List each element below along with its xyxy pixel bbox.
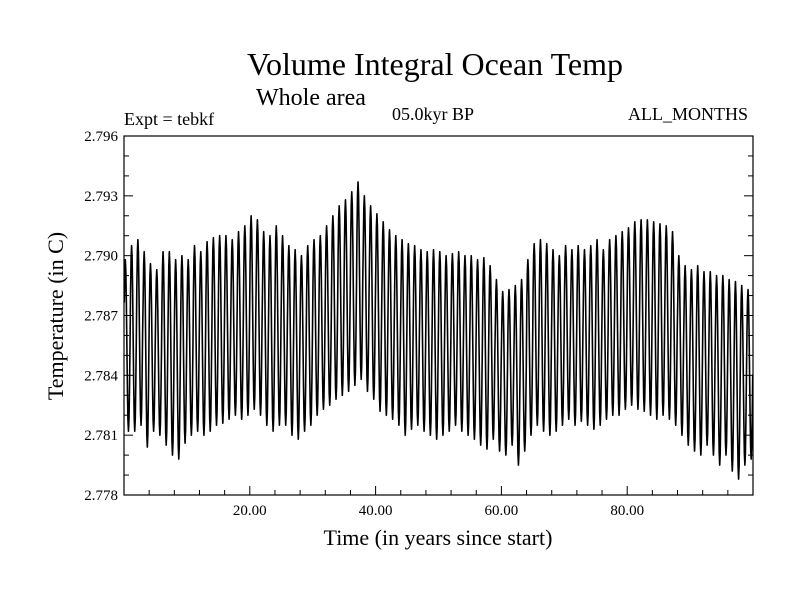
months-label: ALL_MONTHS xyxy=(628,104,748,124)
y-tick-label: 2.787 xyxy=(84,309,118,325)
y-tick-label: 2.778 xyxy=(84,488,118,504)
x-tick-label: 20.00 xyxy=(233,503,267,519)
series-line xyxy=(123,181,754,480)
experiment-label: Expt = tebkf xyxy=(124,109,215,129)
x-tick-label: 60.00 xyxy=(485,503,519,519)
y-tick-label: 2.790 xyxy=(84,249,118,265)
series-layer xyxy=(123,181,754,480)
y-tick-label: 2.793 xyxy=(84,189,118,205)
x-axis-label: Time (in years since start) xyxy=(324,525,553,550)
x-axis: 20.00 40.00 60.00 80.00 xyxy=(148,486,729,519)
x-tick-label: 80.00 xyxy=(610,503,644,519)
chart-title: Volume Integral Ocean Temp xyxy=(246,46,623,82)
x-tick-label: 40.00 xyxy=(359,503,393,519)
y-axis-label: Temperature (in C) xyxy=(43,232,68,400)
y-tick-label: 2.781 xyxy=(84,428,118,444)
chart-subtitle: Whole area xyxy=(256,85,366,111)
y-axis: 2.778 2.781 2.784 2.787 2.790 2.793 2.796 xyxy=(84,129,753,504)
y-tick-label: 2.784 xyxy=(84,368,118,384)
y-tick-label: 2.796 xyxy=(84,129,118,145)
period-label: 05.0kyr BP xyxy=(392,104,475,124)
